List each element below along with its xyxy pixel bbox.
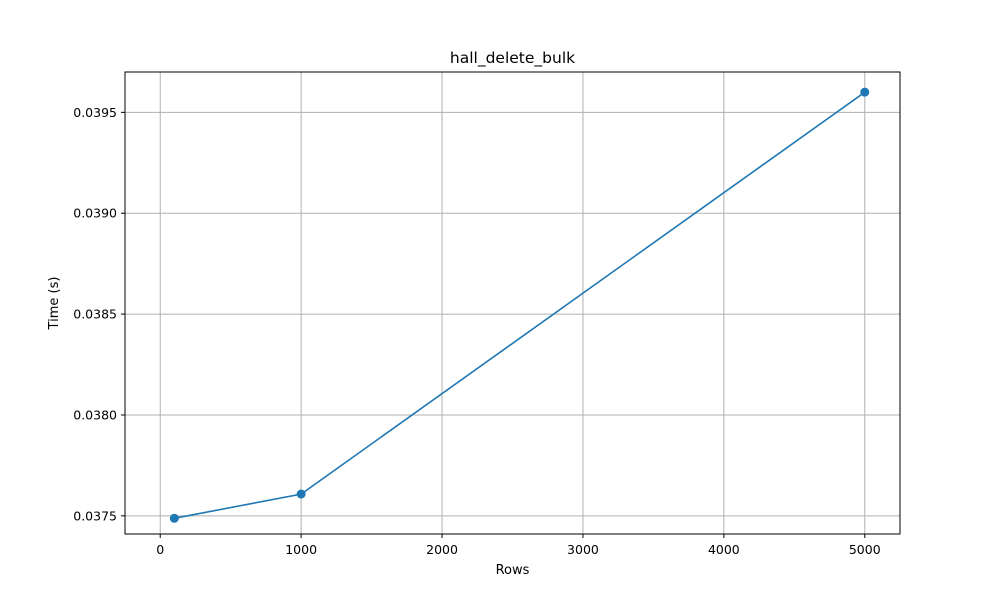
y-tick-label: 0.0385 — [73, 307, 117, 322]
x-axis-ticks: 0 1000 2000 3000 4000 5000 — [156, 534, 881, 557]
y-tick-label: 0.0375 — [73, 508, 117, 523]
data-point-marker — [169, 513, 179, 523]
x-tick-label: 4000 — [708, 542, 740, 557]
plot-frame — [124, 71, 901, 535]
y-axis-label: Time (s) — [47, 277, 62, 331]
y-tick-label: 0.0395 — [73, 105, 117, 120]
x-tick-label: 5000 — [849, 542, 881, 557]
chart-title: hall_delete_bulk — [450, 49, 575, 68]
y-axis-ticks: 0.0375 0.0380 0.0385 0.0390 0.0395 — [73, 105, 125, 523]
data-point-marker — [296, 489, 306, 499]
x-tick-label: 2000 — [426, 542, 458, 557]
y-tick-label: 0.0390 — [73, 206, 117, 221]
data-point-marker — [860, 87, 870, 97]
x-tick-label: 1000 — [285, 542, 317, 557]
y-tick-label: 0.0380 — [73, 407, 117, 422]
x-tick-label: 3000 — [567, 542, 599, 557]
x-tick-label: 0 — [156, 542, 164, 557]
grid-lines — [125, 72, 900, 534]
x-axis-label: Rows — [496, 563, 530, 578]
series-layer — [169, 87, 870, 523]
